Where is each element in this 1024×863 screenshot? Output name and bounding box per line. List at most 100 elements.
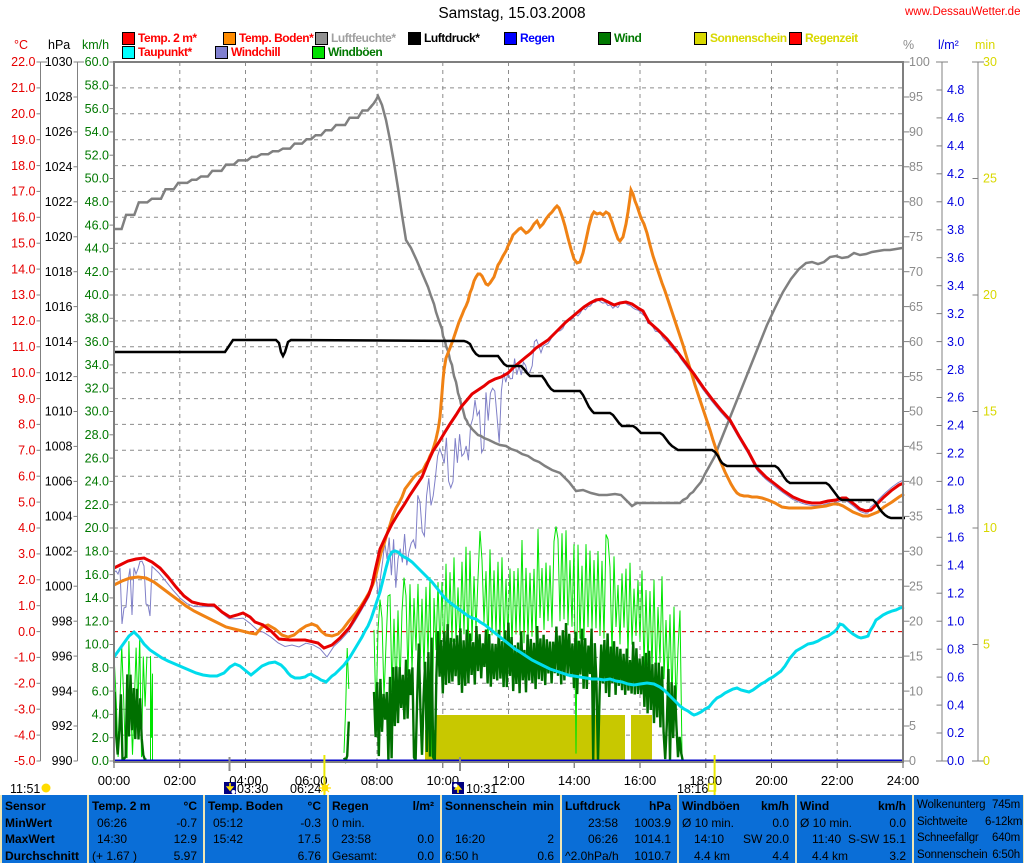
svg-text:10:31: 10:31: [466, 782, 497, 796]
svg-text:-2.0: -2.0: [14, 677, 36, 691]
svg-text:0.0: 0.0: [92, 754, 109, 768]
svg-text:45: 45: [909, 440, 923, 454]
svg-text:00:00: 00:00: [98, 773, 131, 788]
svg-text:3.2: 3.2: [947, 307, 964, 321]
svg-text:2.0: 2.0: [92, 731, 109, 745]
svg-text:3.0: 3.0: [947, 335, 964, 349]
svg-text:02:00: 02:00: [164, 773, 197, 788]
svg-text:75: 75: [909, 230, 923, 244]
svg-text:1030: 1030: [45, 55, 73, 69]
svg-text:30: 30: [909, 545, 923, 559]
svg-text:0.8: 0.8: [947, 642, 964, 656]
svg-text:46.0: 46.0: [85, 218, 109, 232]
svg-text:4.4: 4.4: [947, 139, 964, 153]
svg-text:56.0: 56.0: [85, 102, 109, 116]
svg-text:20: 20: [983, 288, 997, 302]
svg-text:20:00: 20:00: [755, 773, 788, 788]
svg-text:994: 994: [52, 684, 73, 698]
svg-text:32.0: 32.0: [85, 381, 109, 395]
svg-text:3.4: 3.4: [947, 279, 964, 293]
svg-text:2.0: 2.0: [18, 573, 35, 587]
svg-text:21.0: 21.0: [11, 81, 35, 95]
svg-text:14.0: 14.0: [85, 591, 109, 605]
svg-text:1.8: 1.8: [947, 503, 964, 517]
svg-text:12:00: 12:00: [492, 773, 525, 788]
svg-text:18:16: 18:16: [677, 782, 708, 796]
svg-text:11:51: 11:51: [10, 782, 40, 796]
svg-text:65: 65: [909, 300, 923, 314]
svg-text:44.0: 44.0: [85, 242, 109, 256]
svg-text:10: 10: [909, 684, 923, 698]
svg-text:992: 992: [52, 719, 73, 733]
svg-text:4.0: 4.0: [18, 521, 35, 535]
svg-text:1008: 1008: [45, 440, 73, 454]
svg-text:35: 35: [909, 510, 923, 524]
svg-text:1.0: 1.0: [18, 599, 35, 613]
svg-text:7.0: 7.0: [18, 444, 35, 458]
svg-text:hPa: hPa: [48, 38, 70, 52]
svg-text:1016: 1016: [45, 300, 73, 314]
svg-text:22:00: 22:00: [821, 773, 854, 788]
svg-text:52.0: 52.0: [85, 148, 109, 162]
svg-text:1018: 1018: [45, 265, 73, 279]
svg-text:4.0: 4.0: [947, 195, 964, 209]
svg-text:6.0: 6.0: [18, 469, 35, 483]
svg-text:28.0: 28.0: [85, 428, 109, 442]
svg-text:34.0: 34.0: [85, 358, 109, 372]
svg-text:60: 60: [909, 335, 923, 349]
svg-text:15: 15: [983, 405, 997, 419]
svg-text:2.6: 2.6: [947, 391, 964, 405]
svg-text:85: 85: [909, 160, 923, 174]
svg-text:06:00: 06:00: [295, 773, 328, 788]
svg-text:54.0: 54.0: [85, 125, 109, 139]
svg-text:-5.0: -5.0: [14, 754, 36, 768]
svg-text:0: 0: [909, 754, 916, 768]
svg-text:08:00: 08:00: [361, 773, 394, 788]
svg-text:0.2: 0.2: [947, 726, 964, 740]
svg-text:100: 100: [909, 55, 930, 69]
svg-text:1028: 1028: [45, 90, 73, 104]
svg-text:1014: 1014: [45, 335, 73, 349]
svg-text:55: 55: [909, 370, 923, 384]
svg-text:25: 25: [983, 172, 997, 186]
svg-text:0.0: 0.0: [947, 754, 964, 768]
svg-text:95: 95: [909, 90, 923, 104]
svg-text:1020: 1020: [45, 230, 73, 244]
svg-text:8.0: 8.0: [92, 661, 109, 675]
svg-text:06:24: 06:24: [290, 782, 321, 796]
svg-text:40: 40: [909, 475, 923, 489]
svg-text:2.4: 2.4: [947, 419, 964, 433]
svg-text:15: 15: [909, 649, 923, 663]
svg-text:17.0: 17.0: [11, 185, 35, 199]
svg-text:3.0: 3.0: [18, 547, 35, 561]
svg-text:2.8: 2.8: [947, 363, 964, 377]
svg-text:11.0: 11.0: [12, 340, 35, 354]
svg-text:3.8: 3.8: [947, 223, 964, 237]
svg-text:42.0: 42.0: [85, 265, 109, 279]
svg-text:%: %: [903, 38, 914, 52]
svg-text:1022: 1022: [45, 195, 73, 209]
svg-text:1.0: 1.0: [947, 614, 964, 628]
svg-text:1006: 1006: [45, 475, 73, 489]
svg-text:2.0: 2.0: [947, 475, 964, 489]
svg-text:10.0: 10.0: [85, 638, 109, 652]
svg-text:1000: 1000: [45, 580, 73, 594]
svg-text:16:00: 16:00: [624, 773, 657, 788]
svg-text:1.4: 1.4: [947, 559, 964, 573]
svg-text:10:00: 10:00: [427, 773, 460, 788]
svg-text:-4.0: -4.0: [14, 728, 36, 742]
svg-text:20: 20: [909, 614, 923, 628]
svg-text:36.0: 36.0: [85, 335, 109, 349]
svg-text:5.0: 5.0: [18, 495, 35, 509]
svg-text:18.0: 18.0: [11, 159, 35, 173]
svg-text:03:30: 03:30: [237, 782, 268, 796]
svg-text:22.0: 22.0: [85, 498, 109, 512]
svg-text:24:00: 24:00: [887, 773, 920, 788]
svg-text:4.2: 4.2: [947, 167, 964, 181]
svg-text:50: 50: [909, 405, 923, 419]
svg-text:26.0: 26.0: [85, 451, 109, 465]
svg-text:22.0: 22.0: [11, 55, 35, 69]
svg-text:80: 80: [909, 195, 923, 209]
svg-text:20.0: 20.0: [85, 521, 109, 535]
svg-text:10.0: 10.0: [11, 366, 35, 380]
